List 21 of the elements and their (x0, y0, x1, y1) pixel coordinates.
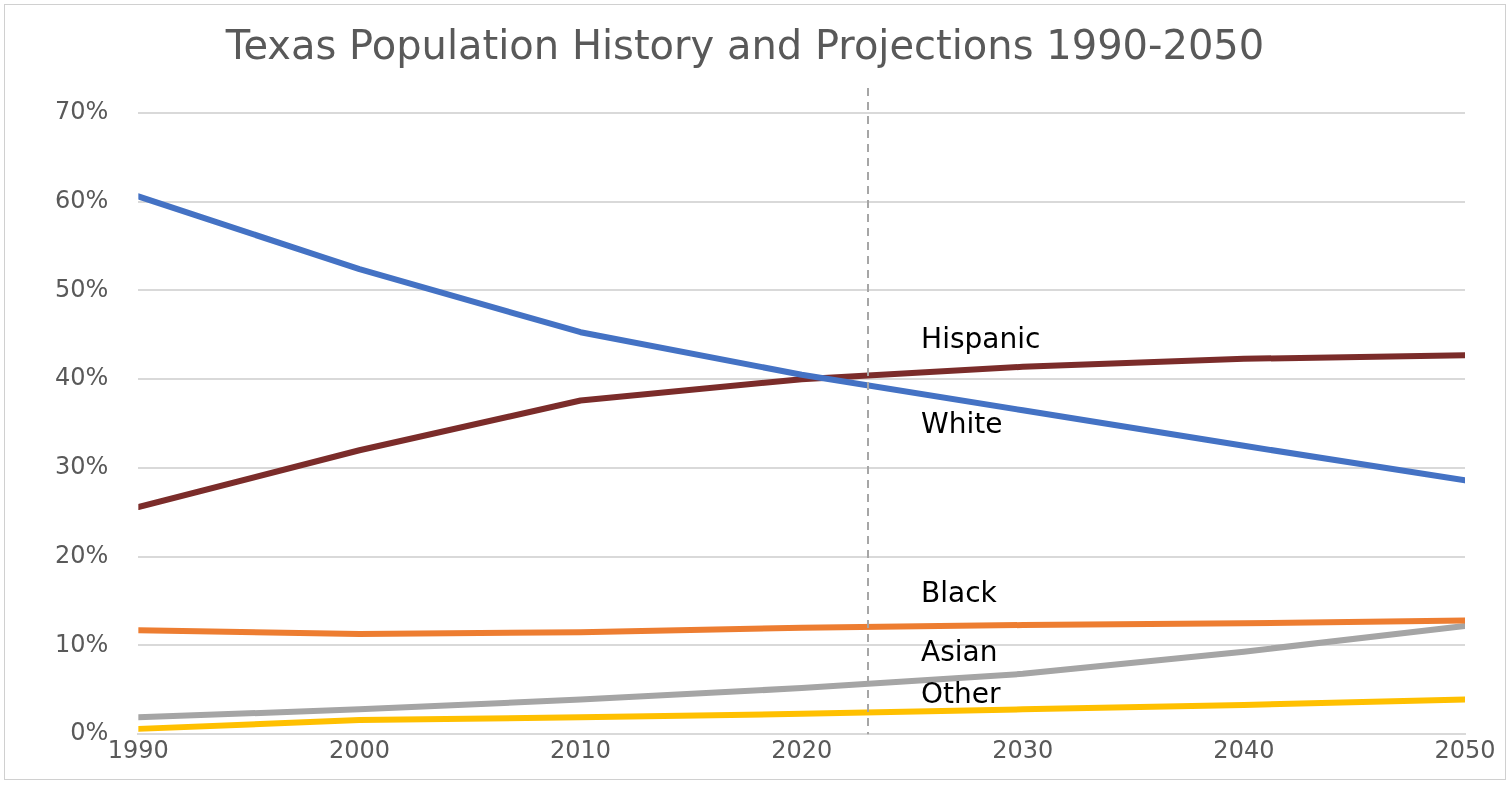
y-tick-label: 50% (55, 274, 109, 303)
x-tick-label: 2050 (1434, 735, 1496, 764)
series-label: Hispanic (921, 321, 1041, 355)
y-tick-label: 10% (55, 629, 109, 658)
y-tick-label: 20% (55, 540, 109, 569)
x-tick-label: 2030 (992, 735, 1054, 764)
x-tick-label: 2000 (328, 735, 390, 764)
y-tick-label: 0% (70, 718, 109, 747)
y-tick-label: 60% (55, 185, 109, 214)
x-tick-label: 2010 (550, 735, 612, 764)
x-tick-label: 2020 (771, 735, 833, 764)
series-label: White (921, 407, 1003, 441)
series-label: Asian (921, 634, 998, 668)
series-label: Other (921, 677, 1002, 711)
y-tick-label: 40% (55, 363, 109, 392)
x-tick-label: 1990 (107, 735, 169, 764)
y-tick-label: 30% (55, 452, 109, 481)
chart-title: Texas Population History and Projections 1990-2050 (224, 22, 1265, 69)
y-tick-label: 70% (55, 97, 109, 126)
x-tick-label: 2040 (1213, 735, 1275, 764)
series-label: Black (921, 575, 998, 609)
